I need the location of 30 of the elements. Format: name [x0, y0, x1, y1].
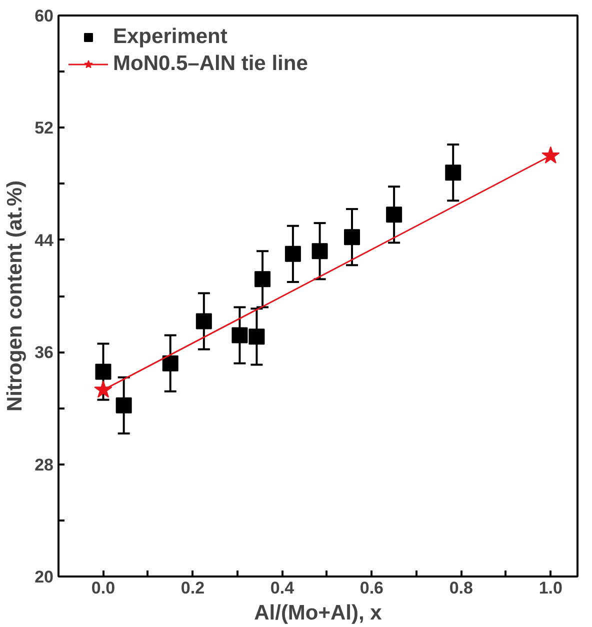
y-tick-label: 36 — [34, 343, 54, 362]
legend-label: Experiment — [113, 25, 228, 49]
x-tick-label: 1.0 — [538, 578, 562, 598]
point — [312, 243, 328, 260]
x-tick-label: 0.6 — [360, 578, 384, 598]
point — [232, 327, 248, 344]
point — [254, 271, 271, 288]
point — [162, 355, 178, 372]
point — [95, 364, 112, 380]
y-tick-label: 60 — [34, 6, 54, 26]
x-tick-label: 0.2 — [180, 578, 205, 598]
y-tick-label: 52 — [34, 118, 54, 138]
y-axis-title: Nitrogen content (at.%) — [4, 180, 27, 412]
legend-label: MoN0.5–AlN tie line — [113, 52, 308, 76]
y-tick-label: 44 — [34, 230, 54, 250]
x-tick-label: 0.8 — [449, 578, 473, 598]
x-tick-label: 0.0 — [91, 578, 116, 598]
x-tick-label: 0.4 — [270, 578, 295, 598]
point — [284, 246, 301, 262]
x-axis-title: Al/(Mo+Al), x — [254, 602, 382, 624]
point — [248, 328, 265, 345]
point — [94, 380, 112, 398]
y-tick-label: 20 — [34, 568, 54, 586]
point — [116, 397, 132, 414]
point — [542, 146, 560, 164]
y-tick-label: 28 — [34, 455, 54, 474]
point — [445, 164, 462, 181]
point — [344, 229, 360, 246]
point — [386, 206, 402, 223]
point — [196, 313, 212, 330]
